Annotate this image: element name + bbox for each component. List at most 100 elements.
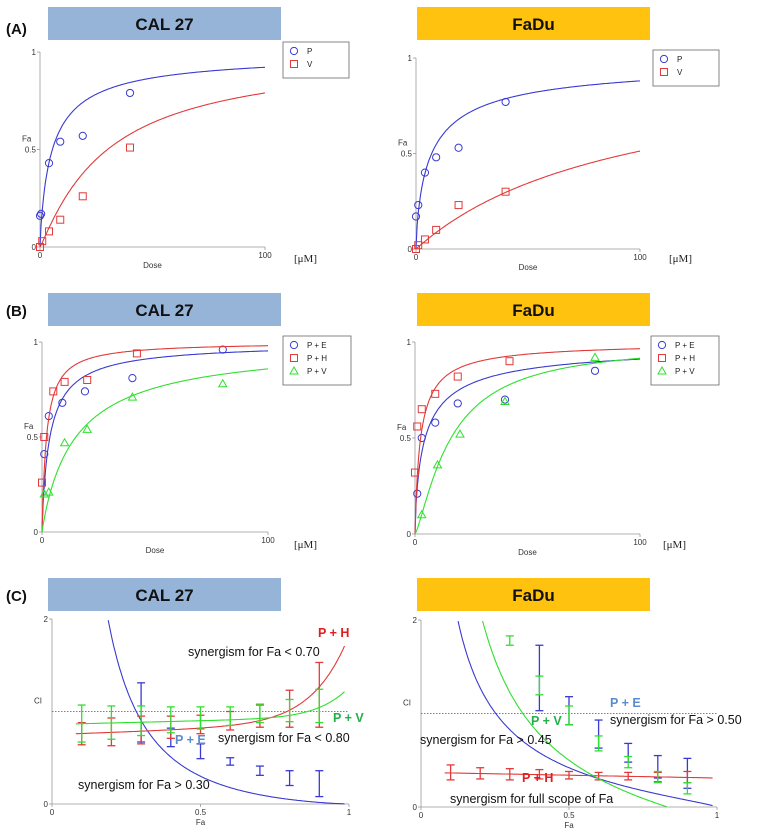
data-point bbox=[453, 372, 462, 381]
data-point bbox=[416, 509, 427, 519]
data-point bbox=[40, 450, 49, 459]
data-point bbox=[417, 405, 426, 414]
data-point bbox=[431, 389, 440, 398]
legend-marker bbox=[657, 340, 667, 350]
x-axis-label: Dose bbox=[519, 263, 538, 272]
data-point bbox=[45, 227, 53, 236]
legend-label: V bbox=[307, 60, 313, 69]
annotation-label: P + H bbox=[522, 771, 553, 785]
data-point bbox=[590, 366, 600, 375]
data-point bbox=[78, 131, 87, 140]
data-point bbox=[35, 211, 45, 220]
unit-label-a-fadu: [μM] bbox=[669, 253, 692, 265]
curve-pe bbox=[457, 620, 713, 807]
legend-label: P + E bbox=[307, 341, 327, 350]
banner-fadu-a-text: FaDu bbox=[512, 15, 555, 34]
y-tick-label: 2 bbox=[413, 616, 418, 625]
curve-pe bbox=[414, 358, 640, 535]
y-axis-label: Fa bbox=[397, 423, 407, 432]
banner-cal27-b-text: CAL 27 bbox=[135, 301, 193, 320]
y-axis-label: Fa bbox=[398, 139, 408, 148]
legend-marker bbox=[657, 365, 667, 375]
data-point bbox=[38, 237, 47, 246]
y-axis-label: CI bbox=[403, 699, 411, 708]
data-point bbox=[432, 459, 443, 469]
curve-v bbox=[39, 92, 266, 248]
banner-fadu-c-text: FaDu bbox=[512, 586, 555, 605]
data-point bbox=[80, 387, 90, 396]
data-point bbox=[432, 153, 441, 162]
chart-c-cal27: 0 0.5 1 0 2 Fa CI P + H synergism for Fa < 0.70 P… bbox=[34, 615, 364, 827]
curve-pe bbox=[41, 350, 268, 533]
data-point bbox=[38, 478, 46, 487]
legend-marker bbox=[289, 46, 299, 56]
chart-a-cal27: 0 100 0 0.5 1 Dose Fa PV bbox=[22, 41, 350, 270]
y-tick-label: 0 bbox=[44, 800, 49, 809]
banner-cal27-a-text: CAL 27 bbox=[135, 15, 193, 34]
curve-p bbox=[39, 66, 265, 248]
x-tick-label: 100 bbox=[261, 536, 275, 545]
legend-marker bbox=[289, 365, 299, 375]
legend-box bbox=[650, 335, 720, 386]
x-tick-label: 1 bbox=[347, 808, 352, 817]
data-point bbox=[78, 192, 87, 201]
y-tick-label: 0 bbox=[413, 803, 418, 812]
data-point bbox=[82, 424, 93, 433]
banner-cal27-b bbox=[48, 293, 281, 326]
y-tick-label: 1 bbox=[407, 338, 412, 347]
annotation-text: synergism for Fa > 0.45 bbox=[420, 733, 552, 747]
curve-ph bbox=[414, 348, 640, 535]
data-point bbox=[413, 489, 422, 498]
data-point bbox=[420, 235, 429, 244]
y-axis-label: CI bbox=[34, 697, 42, 706]
curve-pv bbox=[75, 691, 345, 725]
unit-label-a-cal27: [μM] bbox=[294, 253, 317, 265]
data-point bbox=[36, 243, 44, 251]
legend: PV bbox=[652, 49, 720, 87]
data-point bbox=[414, 241, 423, 250]
curve-pv bbox=[41, 368, 269, 533]
chart-b-cal27: 0 100 0 0.5 1 Dose Fa P + E P + H P + V bbox=[24, 335, 352, 555]
curve-pv bbox=[482, 620, 667, 808]
data-point bbox=[417, 433, 426, 443]
chart-b-fadu: 0 100 0 0.5 1 Dose Fa P + E P + H P + V bbox=[397, 335, 720, 557]
row-a-label: (A) bbox=[6, 21, 27, 38]
legend-marker bbox=[660, 68, 668, 76]
data-point bbox=[411, 468, 419, 477]
data-point bbox=[56, 215, 65, 224]
y-axis-label: Fa bbox=[24, 422, 34, 431]
banner-cal27-c bbox=[48, 578, 281, 611]
x-axis-label: Dose bbox=[518, 548, 537, 557]
data-point bbox=[431, 418, 440, 427]
annotation-text: synergism for Fa > 0.30 bbox=[78, 778, 210, 792]
data-point bbox=[125, 88, 135, 98]
annotation-label: P + V bbox=[333, 711, 364, 725]
data-point bbox=[58, 398, 67, 407]
data-point bbox=[37, 209, 46, 218]
banner-fadu-c bbox=[417, 578, 650, 611]
x-tick-label: 100 bbox=[633, 538, 647, 547]
chart-c-fadu: 0 0.5 1 0 2 Fa CI P + E synergism for Fa > 0.50 P… bbox=[403, 616, 742, 830]
annotation-text: synergism for full scope of Fa bbox=[450, 792, 613, 806]
x-tick-label: 0.5 bbox=[195, 808, 207, 817]
curve-p bbox=[415, 80, 641, 250]
curve-v bbox=[415, 150, 641, 250]
y-tick-label: 0 bbox=[34, 528, 39, 537]
annotation-label: P + V bbox=[531, 714, 562, 728]
data-point bbox=[83, 376, 92, 384]
x-tick-label: 1 bbox=[715, 811, 720, 820]
legend-box bbox=[282, 335, 352, 386]
data-point bbox=[432, 225, 441, 234]
annotation-text: synergism for Fa < 0.80 bbox=[218, 731, 350, 745]
data-point bbox=[413, 422, 422, 431]
data-point bbox=[420, 168, 430, 177]
legend-label: P + E bbox=[675, 341, 695, 350]
data-point bbox=[59, 437, 70, 447]
y-tick-label: 0 bbox=[407, 530, 412, 539]
data-point bbox=[454, 143, 463, 152]
data-point bbox=[132, 349, 141, 358]
banner-fadu-b-text: FaDu bbox=[512, 301, 555, 320]
y-tick-label: 1 bbox=[32, 48, 37, 57]
data-point bbox=[501, 187, 510, 196]
